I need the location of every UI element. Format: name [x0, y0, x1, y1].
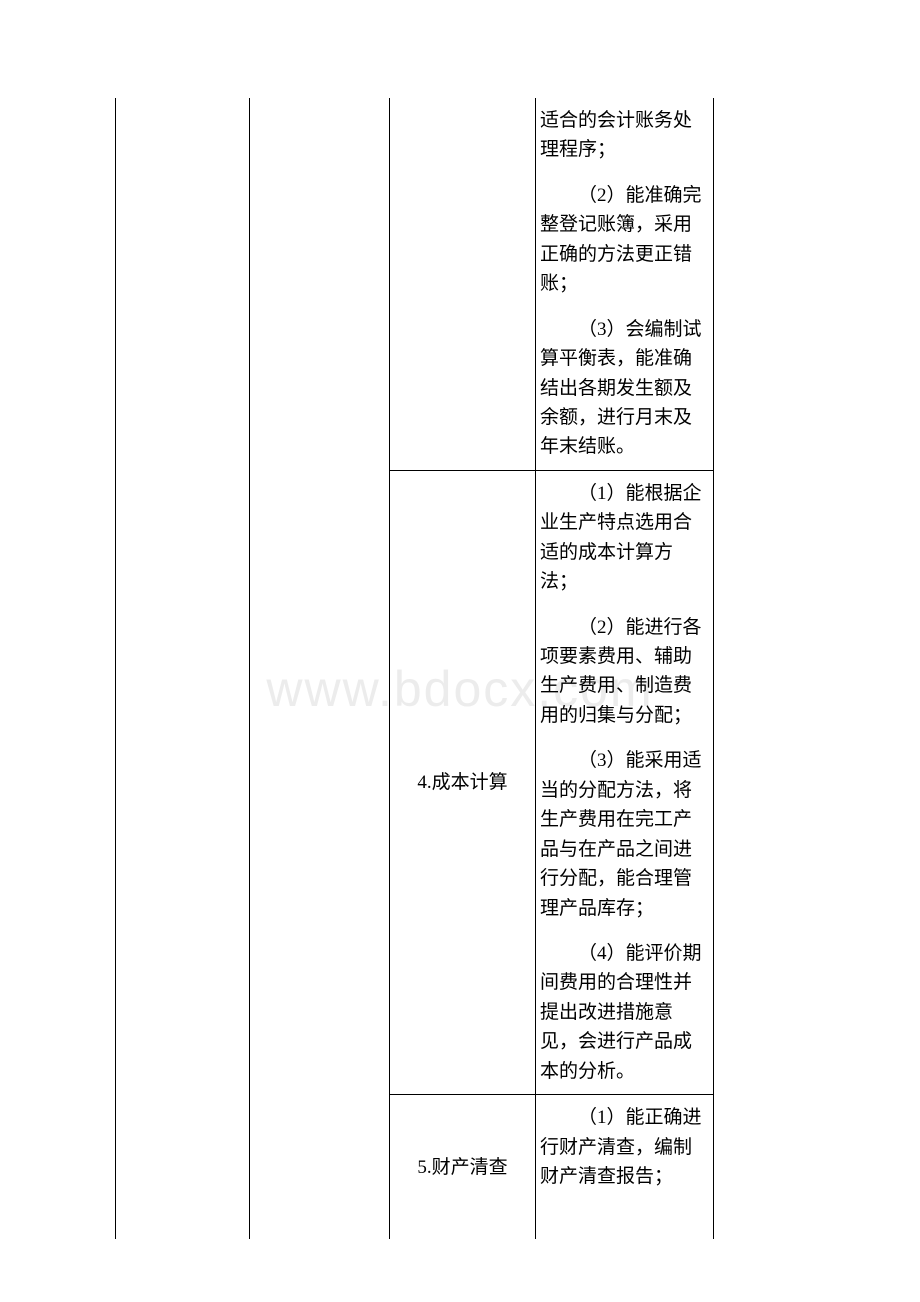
- paragraph: （1）能正确进行财产清查，编制财产清查报告；: [536, 1095, 713, 1199]
- table-row: 适合的会计账务处理程序； （2）能准确完整登记账簿，采用正确的方法更正错账； （…: [116, 98, 816, 470]
- paragraph: （2）能准确完整登记账簿，采用正确的方法更正错账；: [536, 173, 713, 307]
- table-cell-col4: 适合的会计账务处理程序； （2）能准确完整登记账簿，采用正确的方法更正错账； （…: [536, 98, 714, 470]
- paragraph: （3）能采用适当的分配方法，将生产费用在完工产品与在产品之间进行分配，能合理管理…: [536, 738, 713, 931]
- table-cell-col3: [390, 98, 536, 470]
- table-cell-col3: 5.财产清查: [390, 1095, 536, 1240]
- table-container: 适合的会计账务处理程序； （2）能准确完整登记账簿，采用正确的方法更正错账； （…: [115, 98, 815, 1263]
- content-table: 适合的会计账务处理程序； （2）能准确完整登记账簿，采用正确的方法更正错账； （…: [115, 98, 815, 1239]
- table-cell-col3: 4.成本计算: [390, 470, 536, 1094]
- paragraph: [536, 1199, 713, 1239]
- paragraph: （1）能根据企业生产特点选用合适的成本计算方法；: [536, 471, 713, 605]
- table-cell-col2: [250, 98, 390, 1239]
- table-cell-col4: （1）能正确进行财产清查，编制财产清查报告；: [536, 1095, 714, 1240]
- paragraph: （3）会编制试算平衡表，能准确结出各期发生额及余额，进行月末及年末结账。: [536, 307, 713, 470]
- table-cell-col4: （1）能根据企业生产特点选用合适的成本计算方法； （2）能进行各项要素费用、辅助…: [536, 470, 714, 1094]
- paragraph: 适合的会计账务处理程序；: [536, 98, 713, 173]
- table-cell-col1: [116, 98, 250, 1239]
- table-cell-col5: [714, 98, 816, 1239]
- paragraph: （2）能进行各项要素费用、辅助生产费用、制造费用的归集与分配；: [536, 605, 713, 739]
- paragraph: （4）能评价期间费用的合理性并提出改进措施意见，会进行产品成本的分析。: [536, 931, 713, 1094]
